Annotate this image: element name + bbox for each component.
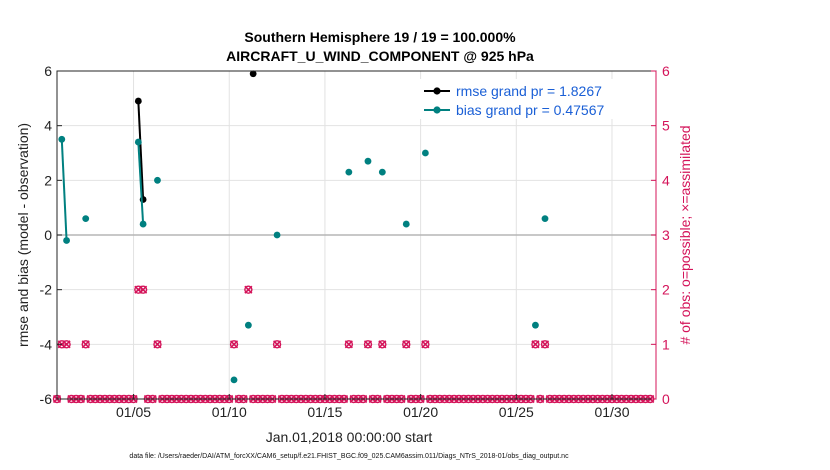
series-1-point-3 [134,138,142,146]
x-tick-label-4: 01/25 [499,404,534,420]
obs-possible-count-7 [244,285,253,294]
y-tick-label-1: -4 [40,336,53,352]
series-1-point-0 [58,135,66,143]
series-1-point-2 [82,215,90,223]
obs-assimilated-count-12 [402,340,411,349]
obs-possible-count-13 [421,340,430,349]
y-right-tick-label-0: 0 [662,391,670,407]
x-tick-label-2: 01/15 [307,404,342,420]
x-tick-label-3: 01/20 [403,404,438,420]
obs-assimilated-count-13 [421,340,430,349]
legend: rmse grand pr = 1.8267 bias grand pr = 0… [418,79,650,119]
series-1-point-13 [421,149,429,157]
series-1-point-10 [364,157,372,165]
series-0-segment-0 [137,101,145,200]
y-tick-label-2: -2 [40,282,53,298]
obs-possible-count-12 [402,340,411,349]
obs-assimilated-count-1 [62,340,71,349]
y-right-tick-label-6: 6 [662,63,670,79]
legend-marker-rmse [433,87,441,95]
obs-possible-count-5 [153,340,162,349]
obs-possible-count-15 [540,340,550,349]
obs-possible-count-9 [344,340,354,349]
chart-title: Southern Hemisphere 19 / 19 = 100.000% [244,29,516,45]
obs-assimilated-count-14 [531,340,540,349]
obs-assimilated-count-5 [153,340,162,349]
series-1-point-6 [230,376,238,384]
series-1-point-14 [532,321,539,329]
series-1-point-5 [154,176,161,184]
obs-assimilated-count-9 [344,340,353,349]
x-axis-label: Jan.01,2018 00:00:00 start [266,429,433,445]
y-tick-label-5: 4 [44,118,52,134]
obs-assimilated-count-4 [139,285,148,294]
legend-box [418,79,650,119]
y-axis-label: rmse and bias (model - observation) [15,123,31,347]
series-layer [58,70,549,384]
y-tick-label-6: 6 [44,63,52,79]
obs-assimilated-count-6 [229,340,239,349]
obs-assimilated-count-2 [81,340,90,349]
legend-label-rmse: rmse grand pr = 1.8267 [456,83,602,99]
x-axis-ticks: 01/05 01/10 01/15 01/20 01/25 01/30 [116,394,630,420]
obs-assimilated-count-10 [363,340,373,349]
series-1-point-9 [345,168,353,176]
legend-label-bias: bias grand pr = 0.47567 [456,102,604,118]
series-0-point-0 [134,97,142,105]
y-right-tick-label-2: 2 [662,282,670,298]
y-right-axis-ticks: 0 1 2 3 4 5 6 [651,63,670,407]
chart-subtitle: AIRCRAFT_U_WIND_COMPONENT @ 925 hPa [226,48,534,64]
obs-possible-count-6 [229,340,239,349]
obs-possible-count-3 [134,285,143,294]
x-tick-label-1: 01/10 [212,404,247,420]
y-right-tick-label-3: 3 [662,227,670,243]
legend-marker-bias [433,106,441,114]
obs-possible-count-11 [378,340,387,349]
series-1-segment-0 [60,139,68,241]
y-right-tick-label-5: 5 [662,118,670,134]
x-tick-label-5: 01/30 [594,404,629,420]
obs-possible-count-1 [62,340,71,349]
y-right-tick-label-4: 4 [662,172,670,188]
obs-assimilated-count-8 [273,340,282,349]
data-file-footnote: data file: /Users/raeder/DAI/ATM_forcXX/… [129,453,569,460]
y-tick-label-0: -6 [40,391,53,407]
series-1-point-11 [378,168,386,176]
series-1-point-1 [63,237,70,244]
series-1-point-8 [273,231,281,239]
obs-possible-count-14 [531,340,540,349]
series-1-point-12 [402,220,410,228]
obs-possible-count-2 [81,340,90,349]
obs-assimilated-count-15 [540,340,550,349]
series-0-point-2 [249,70,257,78]
series-1-point-7 [244,321,252,329]
series-1-point-15 [541,215,549,223]
y-right-axis-label: # of obs: o=possible; ×=assimilated [677,125,693,344]
y-tick-label-4: 2 [44,172,52,188]
y-axis-ticks: -6 -4 -2 0 2 4 6 [40,63,62,407]
series-1-point-4 [139,220,147,228]
y-right-tick-label-1: 1 [662,336,670,352]
series-1-segment-3 [137,142,145,225]
y-tick-label-3: 0 [44,227,52,243]
x-tick-label-0: 01/05 [116,404,151,420]
obs-possible-count-8 [272,340,282,349]
obs-assimilated-count-7 [244,285,253,294]
obs-possible-count-10 [363,340,373,349]
obs-possible-count-4 [138,285,148,294]
obs-assimilated-count-11 [378,340,387,349]
